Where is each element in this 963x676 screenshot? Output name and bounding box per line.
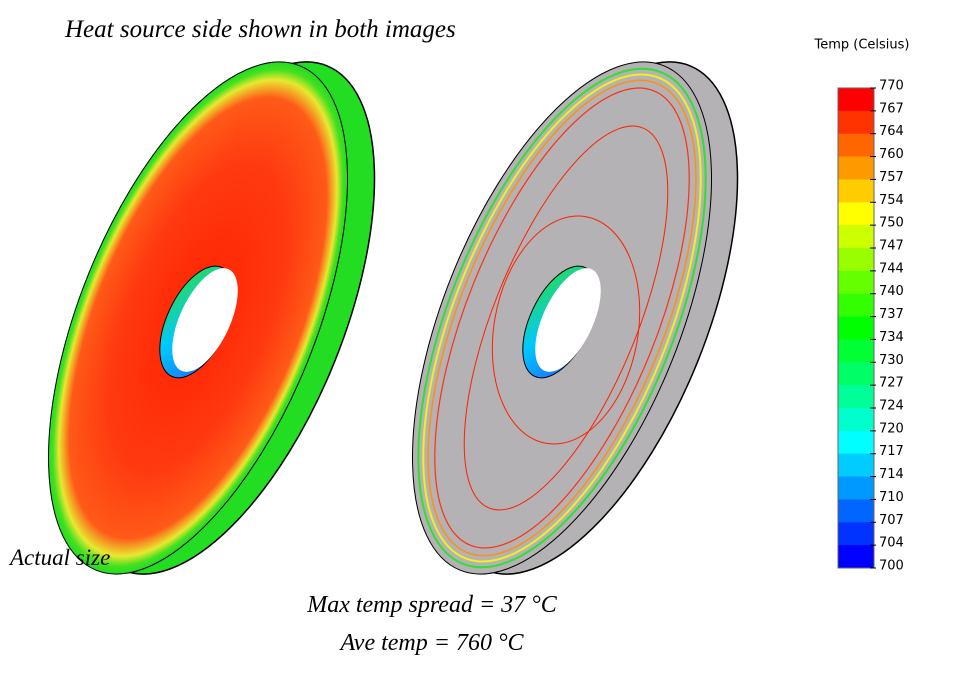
colorbar-label: 707	[879, 513, 904, 528]
colorbar-band	[838, 294, 874, 317]
colorbar-title: Temp (Celsius)	[813, 38, 909, 53]
colorbar-band	[838, 362, 874, 385]
colorbar-label: 737	[879, 307, 904, 322]
colorbar-label: 734	[879, 330, 904, 345]
colorbar-band	[838, 157, 874, 180]
colorbar-label: 720	[879, 421, 904, 436]
colorbar-band	[838, 408, 874, 431]
colorbar-label: 700	[879, 559, 904, 574]
colorbar-label: 727	[879, 376, 904, 391]
colorbar-label: 747	[879, 239, 904, 254]
colorbar-label: 757	[879, 170, 904, 185]
colorbar-label: 754	[879, 193, 904, 208]
colorbar-label: 760	[879, 147, 904, 162]
colorbar-band	[838, 385, 874, 408]
average-note: Ave temp = 760 °C	[338, 630, 524, 656]
colorbar-band	[838, 271, 874, 294]
colorbar-band	[838, 431, 874, 454]
colorbar-label: 714	[879, 467, 904, 482]
title: Heat source side shown in both images	[64, 16, 456, 43]
colorbar-band	[838, 317, 874, 340]
colorbar-label: 724	[879, 399, 904, 414]
colorbar-band	[838, 88, 874, 111]
colorbar-band	[838, 202, 874, 225]
spread-note: Max temp spread = 37 °C	[306, 592, 558, 618]
colorbar-band	[838, 545, 874, 568]
colorbar-label: 764	[879, 124, 904, 139]
colorbar-band	[838, 225, 874, 248]
colorbar-label: 744	[879, 261, 904, 276]
colorbar-band	[838, 248, 874, 271]
colorbar-label: 704	[879, 536, 904, 551]
colorbar-label: 750	[879, 216, 904, 231]
colorbar-label: 767	[879, 101, 904, 116]
colorbar-band	[838, 477, 874, 500]
colorbar-label: 740	[879, 284, 904, 299]
colorbar-band	[838, 339, 874, 362]
figure: Heat source side shown in both images Ac…	[0, 0, 963, 676]
colorbar-label: 730	[879, 353, 904, 368]
colorbar-band	[838, 111, 874, 134]
colorbar-band	[838, 454, 874, 477]
colorbar: 770 767 764 760 757 754 750 747 744 740 737 734 730 7…	[838, 79, 904, 574]
colorbar-label: 717	[879, 444, 904, 459]
right-disk	[351, 22, 800, 615]
colorbar-label: 770	[879, 79, 904, 94]
colorbar-band	[838, 522, 874, 545]
colorbar-label: 710	[879, 490, 904, 505]
colorbar-band	[838, 179, 874, 202]
colorbar-band	[838, 499, 874, 522]
left-disk	[0, 22, 436, 615]
colorbar-band	[838, 134, 874, 157]
scale-note: Actual size	[8, 545, 110, 570]
